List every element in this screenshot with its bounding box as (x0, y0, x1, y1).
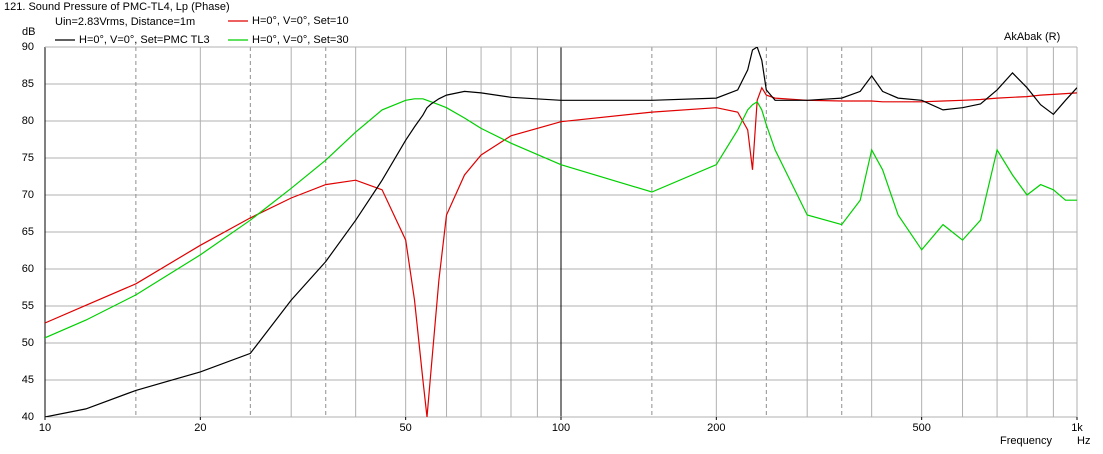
watermark: AkAbak (R) (1004, 31, 1060, 43)
x-tick-label: 200 (707, 422, 725, 434)
x-tick-label: 50 (400, 422, 412, 434)
x-tick-label: 10 (39, 422, 51, 434)
x-tick-label: 100 (552, 422, 570, 434)
y-tick-label: 70 (22, 189, 34, 201)
y-tick-label: 80 (22, 115, 34, 127)
chart-title: 121. Sound Pressure of PMC-TL4, Lp (Phas… (4, 1, 230, 13)
y-tick-label: 65 (22, 226, 34, 238)
legend-label: H=0°, V=0°, Set=PMC TL3 (79, 34, 210, 46)
y-tick-label: 40 (22, 411, 34, 423)
y-tick-label: 90 (22, 41, 34, 53)
subtitle: Uin=2.83Vrms, Distance=1m (55, 16, 195, 28)
y-tick-label: 55 (22, 300, 34, 312)
x-axis-label: Frequency (1000, 435, 1052, 447)
y-tick-label: 45 (22, 374, 34, 386)
series-line (45, 47, 1077, 417)
y-tick-label: 85 (22, 78, 34, 90)
legend-label: H=0°, V=0°, Set=10 (252, 15, 349, 27)
legend-label: H=0°, V=0°, Set=30 (252, 34, 349, 46)
y-tick-label: 60 (22, 263, 34, 275)
x-tick-label: 1k (1071, 422, 1083, 434)
y-tick-label: 50 (22, 337, 34, 349)
x-tick-label: 20 (194, 422, 206, 434)
series-line (45, 98, 1077, 339)
y-axis-label: dB (22, 26, 35, 38)
y-tick-label: 75 (22, 152, 34, 164)
x-tick-label: 500 (912, 422, 930, 434)
x-axis-unit: Hz (1077, 435, 1090, 447)
